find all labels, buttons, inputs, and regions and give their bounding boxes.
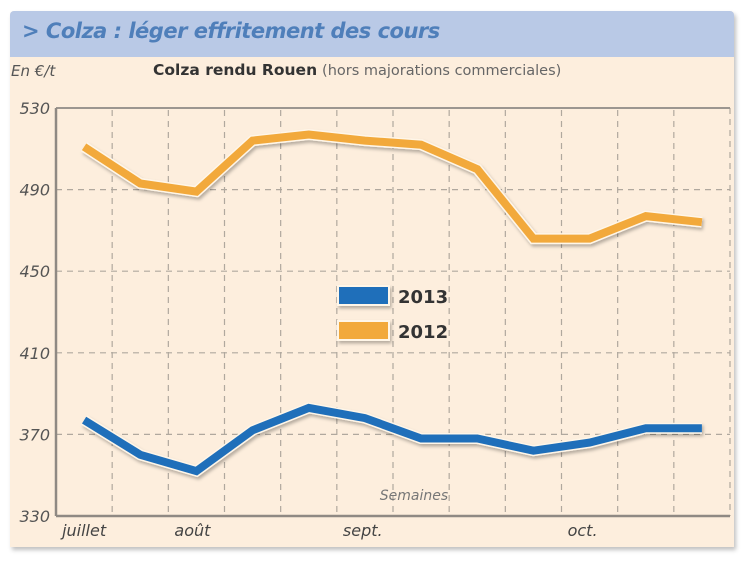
x-axis-label: Semaines (380, 488, 448, 504)
x-tick-label: juillet (60, 521, 107, 540)
legend-label-2012: 2012 (398, 322, 448, 343)
legend-label-2013: 2013 (398, 287, 448, 308)
chart-header-title: > Colza : léger effritement des cours (22, 19, 440, 43)
legend-swatch-2013 (339, 287, 388, 304)
y-axis-unit-label: En €/t (11, 62, 56, 80)
chart-title-subtitle: (hors majorations commerciales) (322, 63, 562, 79)
series (81, 128, 703, 478)
y-tick-label: 450 (19, 262, 50, 281)
chart-header: > Colza : léger effritement des cours (10, 11, 734, 57)
x-tick-label: sept. (343, 521, 383, 540)
y-tick-label: 410 (19, 344, 50, 363)
chart-title: Colza rendu Rouen (hors majorations comm… (153, 61, 561, 79)
x-tick-label: oct. (568, 521, 598, 540)
chart-title-main: Colza rendu Rouen (153, 61, 318, 79)
series-line-2013 (81, 403, 702, 476)
chart-panel: > Colza : léger effritement des cours (10, 11, 734, 547)
y-tick-label: 530 (19, 99, 50, 118)
y-tick-label: 490 (19, 181, 50, 200)
axes: 530 490 450 410 370 330 juillet août sept. oct. Se… (19, 99, 730, 540)
y-tick-label: 330 (19, 507, 50, 526)
legend-swatch-2012 (339, 322, 388, 339)
series-line-2012 (81, 130, 703, 243)
legend: 2013 2012 (337, 285, 448, 343)
x-tick-label: août (174, 521, 211, 540)
y-tick-label: 370 (19, 425, 50, 444)
